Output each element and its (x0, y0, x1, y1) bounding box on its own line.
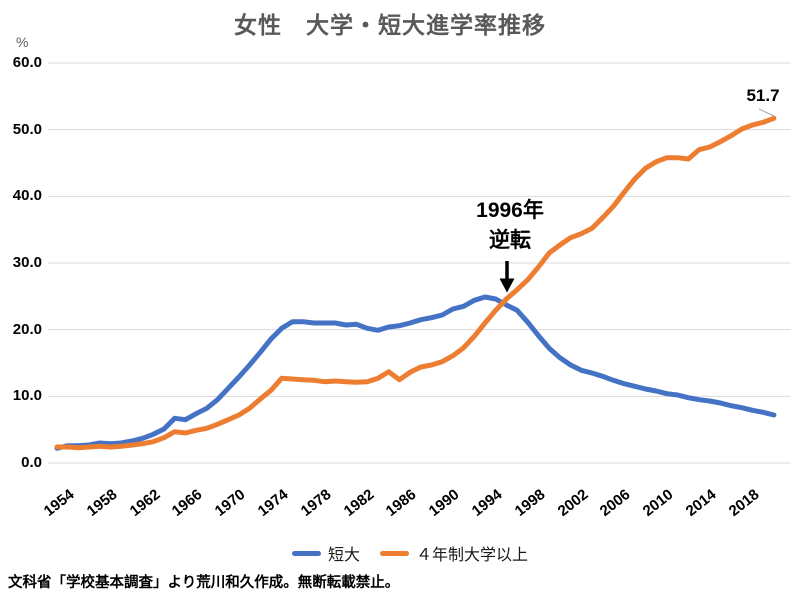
y-tick-label: 30.0 (12, 254, 42, 271)
legend-label-daigaku: ４年制大学以上 (416, 547, 529, 564)
series-end-value-label: 51.7 (746, 86, 780, 105)
legend: 短大 ４年制大学以上 (0, 541, 800, 565)
legend-item-tandai: 短大 (291, 541, 360, 565)
legend-label-tandai: 短大 (327, 547, 360, 564)
annotation-down-arrow-icon (499, 261, 515, 293)
daigaku-line-swatch-icon (380, 550, 409, 556)
source-credit-text: 文科省「学校基本調査」より荒川和久作成。無断転載禁止。 (8, 575, 400, 591)
annotation-line2: 逆転 (489, 229, 531, 253)
crossover-annotation: 1996年 逆転 (424, 196, 596, 257)
tandai-line-swatch-icon (291, 550, 321, 556)
line-短大 (54, 294, 777, 451)
y-tick-label: 60.0 (12, 54, 42, 71)
gridlines (48, 62, 791, 464)
y-tick-label: 20.0 (12, 320, 42, 338)
y-tick-label: 40.0 (12, 187, 42, 205)
y-tick-label: 0.0 (21, 454, 42, 471)
legend-item-daigaku: ４年制大学以上 (380, 541, 528, 565)
y-axis-unit-label: % (16, 34, 29, 50)
series-lines (54, 115, 777, 451)
annotation-line1: 1996年 (476, 199, 544, 222)
y-tick-label: 50.0 (12, 120, 42, 138)
y-tick-label: 10.0 (12, 387, 42, 405)
end-label-leader-line (758, 108, 775, 117)
line-４年制大学以上 (54, 115, 777, 451)
chart-title: 女性 大学・短大進学率推移 (234, 12, 546, 38)
